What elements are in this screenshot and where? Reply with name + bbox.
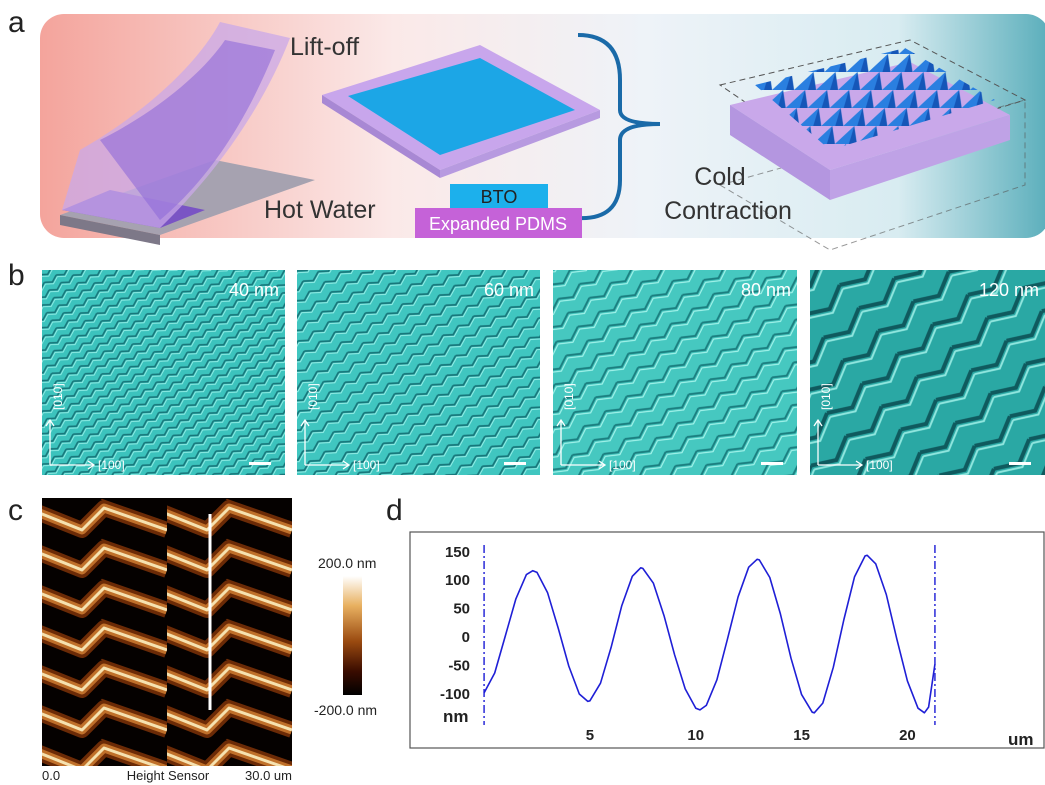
y-tick-label: -50 [448, 657, 470, 674]
x-tick-label: 10 [687, 727, 704, 744]
thickness-label: 40 nm [229, 280, 279, 300]
afm-image [42, 498, 292, 766]
scale-bar [761, 462, 783, 465]
microscopy-image [810, 270, 1045, 475]
scale-bar [1009, 462, 1031, 465]
x-tick-label: 5 [586, 727, 594, 744]
label-cold-contraction: Cold [694, 163, 745, 191]
channel-label: Height Sensor [127, 768, 210, 783]
panel-label: c [8, 494, 23, 527]
y-tick-label: 100 [445, 572, 470, 589]
microscopy-image [297, 270, 540, 475]
thickness-label: 120 nm [979, 280, 1039, 300]
thickness-label: 60 nm [484, 280, 534, 300]
label-lift-off: Lift-off [290, 33, 359, 61]
y-tick-label: 150 [445, 544, 470, 561]
axis-label-vertical: [010] [562, 383, 576, 410]
axis-label-horizontal: [100] [98, 458, 125, 472]
axis-label-horizontal: [100] [866, 458, 893, 472]
panel-b: 40 nm [010] [100] 60 nm [010] [100] 80 nm [010]… [42, 270, 1045, 475]
y-axis-unit: nm [443, 707, 469, 726]
scan-end-label: 30.0 um [245, 768, 292, 783]
y-tick-label: 50 [453, 601, 470, 618]
axis-label-vertical: [010] [819, 383, 833, 410]
label-expanded-pdms: Expanded PDMS [429, 214, 567, 234]
scan-start-label: 0.0 [42, 768, 60, 783]
thickness-label: 80 nm [741, 280, 791, 300]
label-hot-water: Hot Water [264, 196, 376, 224]
axis-label-vertical: [010] [306, 383, 320, 410]
figure: a b c d Lift-off Hot Water BTO Expanded … [0, 0, 1045, 785]
scale-bar [249, 462, 271, 465]
axis-label-horizontal: [100] [609, 458, 636, 472]
panel-label: b [8, 259, 25, 292]
microscopy-image [42, 270, 285, 475]
x-axis-unit: um [1008, 730, 1034, 749]
colorbar [343, 576, 362, 695]
label-bto: BTO [481, 187, 518, 207]
scale-bar [504, 462, 526, 465]
y-tick-label: -100 [440, 686, 470, 703]
microscopy-image [553, 270, 797, 475]
y-tick-label: 0 [462, 629, 470, 646]
axis-label-vertical: [010] [51, 383, 65, 410]
label-cold-contraction: Contraction [664, 197, 792, 225]
x-tick-label: 20 [899, 727, 916, 744]
axis-label-horizontal: [100] [353, 458, 380, 472]
panel-label: a [8, 6, 25, 39]
panel-label: d [386, 494, 403, 527]
x-tick-label: 15 [793, 727, 810, 744]
colorbar-max-label: 200.0 nm [318, 555, 376, 571]
colorbar-min-label: -200.0 nm [314, 702, 377, 718]
